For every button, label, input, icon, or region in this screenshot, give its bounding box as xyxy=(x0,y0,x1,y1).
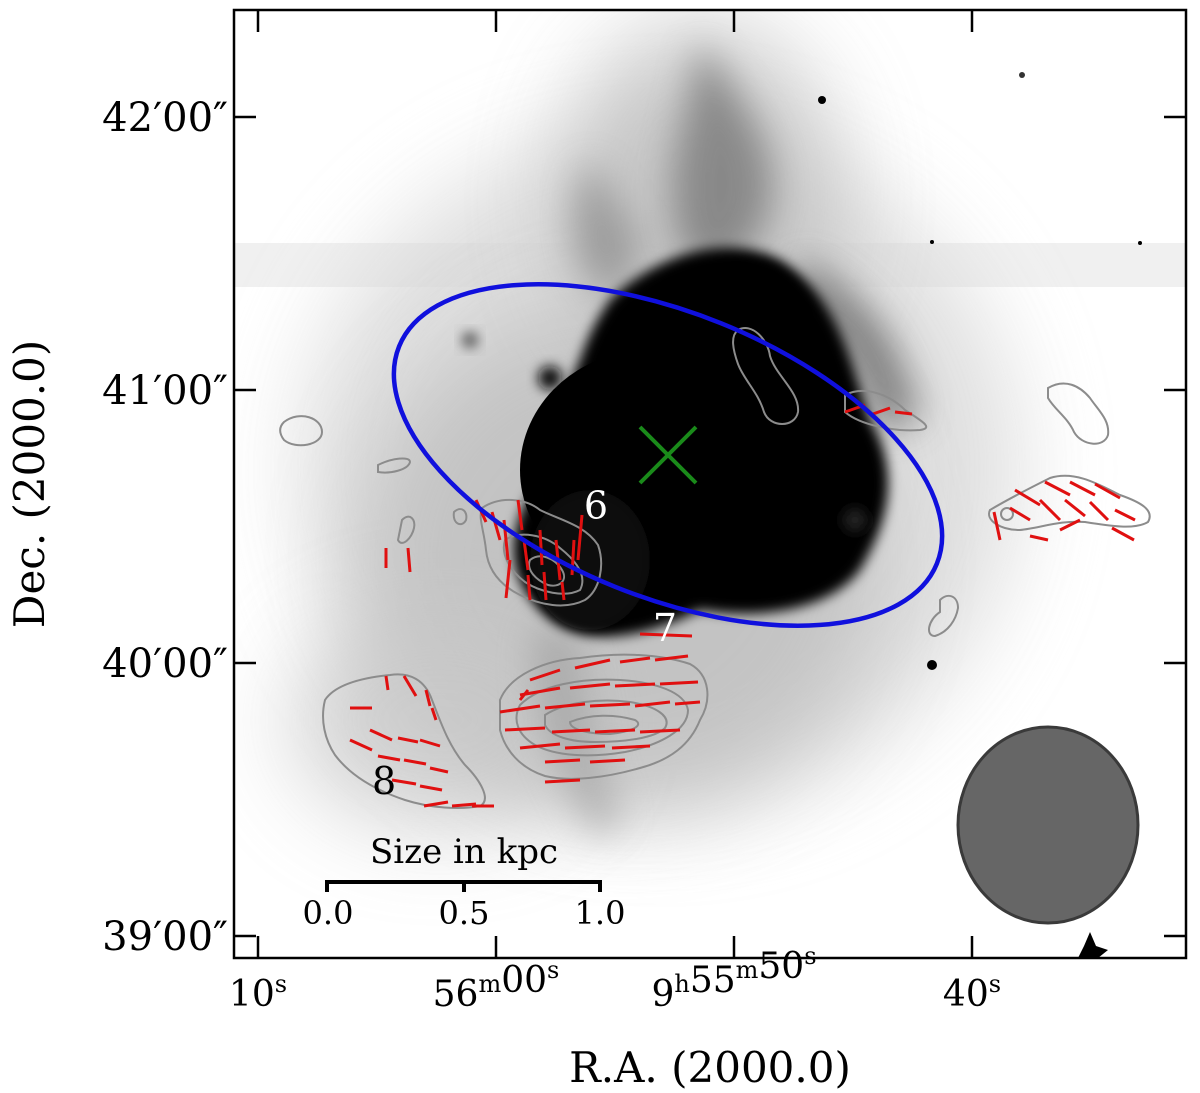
region-label: 6 xyxy=(584,483,608,527)
plot-frame xyxy=(232,8,1188,960)
contour xyxy=(499,653,709,780)
galaxy-center-marker xyxy=(638,425,698,485)
contour xyxy=(732,327,800,425)
x-tick-label: 56m00s xyxy=(433,956,560,1015)
vectors-region-8 xyxy=(349,675,494,808)
scale-bar-title: Size in kpc xyxy=(370,832,558,872)
y-tick-label: 41′00″ xyxy=(102,368,228,414)
region-labels: 6 7 8 xyxy=(372,483,677,803)
vectors-region-7 xyxy=(499,632,701,784)
region-label: 8 xyxy=(372,759,396,803)
polarization-vectors xyxy=(349,403,1136,808)
beam-ellipse xyxy=(956,725,1140,925)
contour xyxy=(279,415,324,447)
scale-bar-tick-label: 1.0 xyxy=(575,894,626,932)
x-axis-label: R.A. (2000.0) xyxy=(569,1043,851,1092)
galaxy-ellipse xyxy=(391,282,945,628)
scale-bar-tick-label: 0.5 xyxy=(439,894,490,932)
y-tick-label: 39′00″ xyxy=(102,914,228,960)
y-axis: 42′00″ 41′00″ 40′00″ 39′00″ xyxy=(102,95,1186,960)
contour xyxy=(1047,382,1110,445)
contour xyxy=(479,498,603,607)
contour xyxy=(988,474,1151,532)
vectors-region-6 xyxy=(384,499,584,601)
y-tick-label: 40′00″ xyxy=(102,641,228,687)
scale-bar-tick-label: 0.0 xyxy=(303,894,354,932)
contour xyxy=(544,699,668,744)
y-tick-label: 42′00″ xyxy=(102,95,228,141)
contour xyxy=(377,457,412,474)
contour xyxy=(844,390,928,432)
contour xyxy=(1000,507,1014,521)
x-tick-label: 40s xyxy=(943,970,1001,1015)
contour xyxy=(396,515,416,544)
vectors-west xyxy=(844,403,1136,542)
y-axis-label: Dec. (2000.0) xyxy=(5,340,54,628)
x-tick-label: 10s xyxy=(229,970,287,1015)
contour xyxy=(502,533,584,595)
polarized-intensity-contours xyxy=(279,327,1151,809)
region-label: 7 xyxy=(653,606,677,650)
scale-bar: Size in kpc 0.0 0.5 1.0 xyxy=(303,832,626,932)
contour xyxy=(928,594,960,638)
contour xyxy=(322,673,486,809)
x-axis: 10s 56m00s 9h55m50s 40s xyxy=(229,10,1001,1015)
contour xyxy=(452,508,468,526)
x-tick-label: 9h55m50s xyxy=(651,942,816,1015)
